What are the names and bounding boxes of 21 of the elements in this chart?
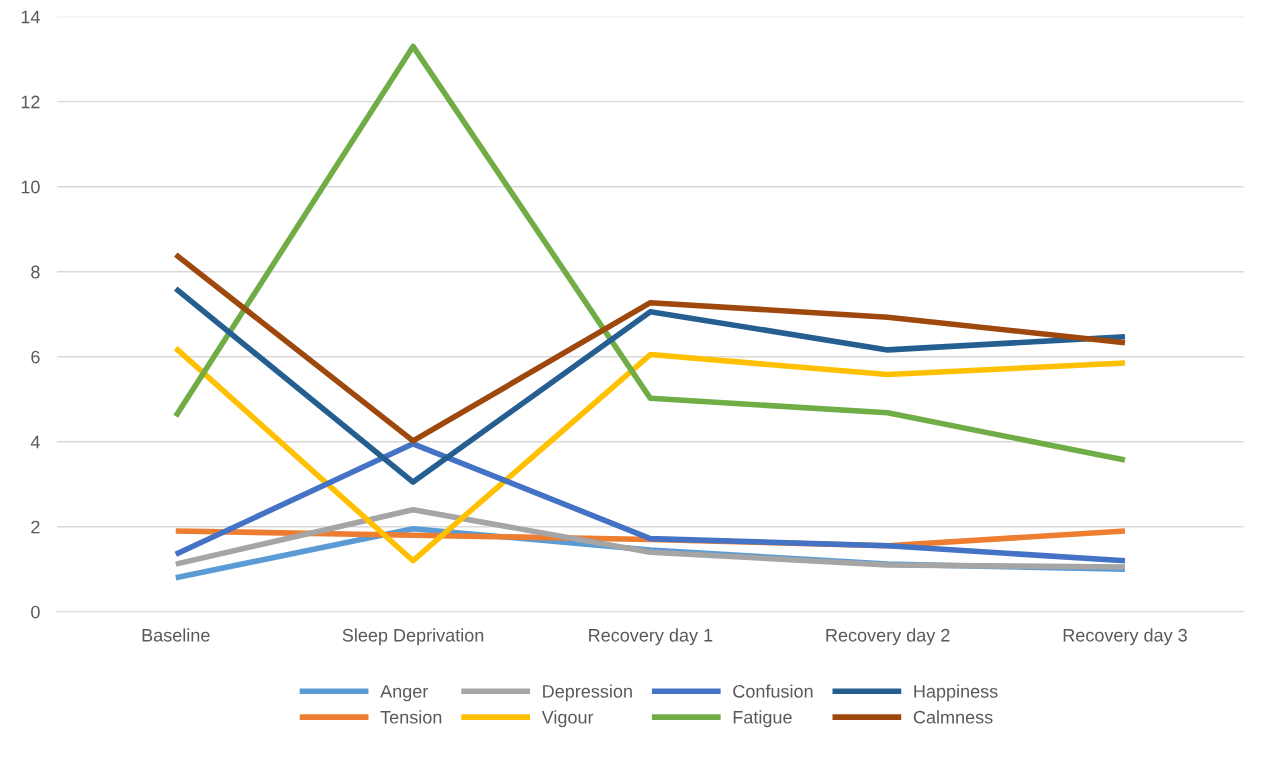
y-tick-label: 12 xyxy=(21,95,40,109)
y-tick-label: 10 xyxy=(21,180,40,194)
x-tick-label: Sleep Deprivation xyxy=(342,628,484,646)
x-tick-label: Baseline xyxy=(142,628,210,642)
x-tick-label: Recovery day 3 xyxy=(1063,628,1187,646)
legend-label: Tension xyxy=(380,710,442,724)
x-tick-label: Recovery day 1 xyxy=(589,628,713,646)
legend-label: Confusion xyxy=(733,684,813,698)
y-tick-label: 14 xyxy=(21,10,40,24)
y-tick-label: 6 xyxy=(31,350,40,364)
legend-label: Fatigue xyxy=(733,710,792,728)
y-tick-label: 2 xyxy=(31,520,40,534)
y-tick-label: 0 xyxy=(31,605,40,619)
y-tick-label: 4 xyxy=(30,435,40,449)
x-tick-label: Recovery day 2 xyxy=(826,628,950,646)
legend-label: Happiness xyxy=(914,684,998,702)
y-tick-label: 8 xyxy=(31,265,40,279)
legend-label: Vigour xyxy=(541,710,594,728)
legend-label: Depression xyxy=(543,684,632,702)
legend-label: Anger xyxy=(380,685,429,702)
legend-label: Calmness xyxy=(913,710,993,724)
